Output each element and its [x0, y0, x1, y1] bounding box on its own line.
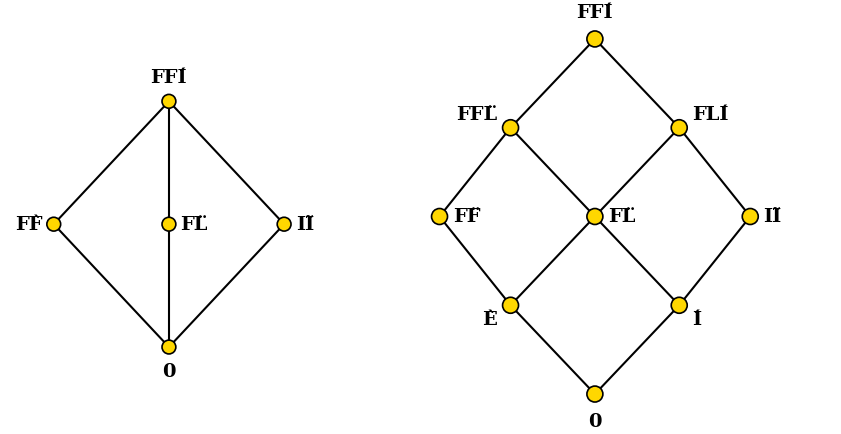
Text: È: È: [483, 310, 497, 328]
Circle shape: [743, 209, 759, 225]
Circle shape: [587, 386, 603, 402]
Text: IĨ: IĨ: [764, 208, 782, 226]
Text: 0: 0: [162, 362, 176, 381]
Text: FF̈: FF̈: [452, 208, 480, 226]
Circle shape: [503, 121, 519, 136]
Text: Í: Í: [692, 310, 701, 328]
Text: FFÍ: FFÍ: [151, 69, 188, 87]
Circle shape: [278, 218, 291, 232]
Text: FL̈: FL̈: [608, 208, 636, 226]
Text: FFL̈: FFL̈: [456, 106, 497, 124]
Text: FL̈: FL̈: [181, 216, 208, 233]
Circle shape: [587, 209, 603, 225]
Text: FLÍ: FLÍ: [692, 106, 729, 124]
Circle shape: [671, 121, 687, 136]
Text: IĨ: IĨ: [296, 216, 314, 233]
Circle shape: [587, 32, 603, 48]
Circle shape: [671, 298, 687, 313]
Text: FF̀: FF̀: [15, 216, 42, 233]
Circle shape: [162, 340, 176, 354]
Circle shape: [162, 95, 176, 109]
Text: 0: 0: [588, 412, 601, 430]
Circle shape: [503, 298, 519, 313]
Circle shape: [431, 209, 447, 225]
Text: FFÍ: FFÍ: [577, 4, 613, 22]
Circle shape: [47, 218, 61, 232]
Circle shape: [162, 218, 176, 232]
